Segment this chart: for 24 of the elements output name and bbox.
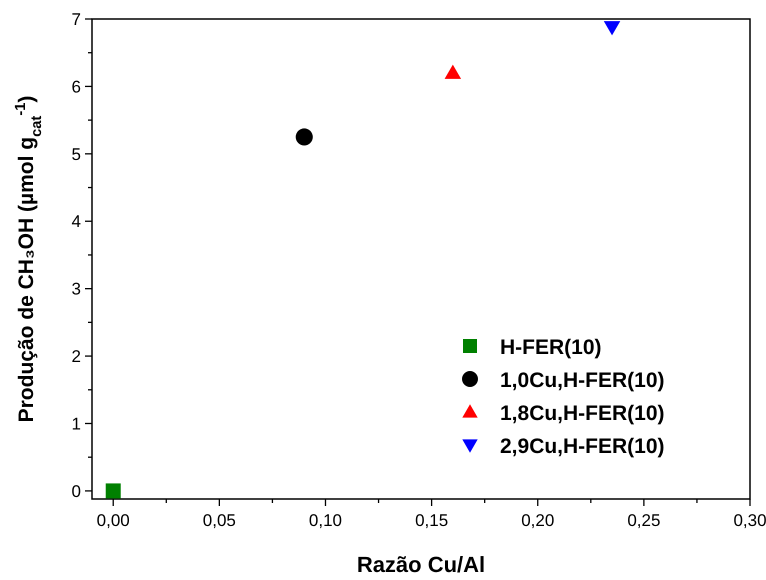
y-tick-label: 0 bbox=[72, 482, 81, 501]
legend-label: 1,8Cu,H-FER(10) bbox=[500, 402, 665, 425]
point bbox=[604, 21, 620, 36]
y-tick-label: 4 bbox=[72, 212, 81, 232]
x-axis-title: Razão Cu/Al bbox=[356, 552, 486, 577]
legend-label: 1,0Cu,H-FER(10) bbox=[500, 369, 665, 392]
y-tick-label: 7 bbox=[72, 10, 81, 29]
y-tick-label: 5 bbox=[72, 144, 81, 164]
point bbox=[444, 64, 462, 79]
legend-label: 2,9Cu,H-FER(10) bbox=[500, 435, 665, 458]
legend-label: H-FER(10) bbox=[500, 336, 602, 359]
y-tick-label: 6 bbox=[72, 77, 81, 96]
x-tick-label: 0,15 bbox=[415, 511, 448, 530]
x-tick-label: 0,25 bbox=[627, 511, 660, 530]
x-tick-label: 0,20 bbox=[521, 511, 554, 530]
y-tick-label: 2 bbox=[72, 347, 81, 366]
point bbox=[106, 483, 121, 498]
y-tick-label: 3 bbox=[72, 280, 81, 299]
x-tick-label: 0,00 bbox=[96, 511, 130, 530]
x-tick-label: 0,05 bbox=[202, 511, 236, 530]
x-tick-label: 0,30 bbox=[733, 511, 766, 530]
x-tick-label: 0,10 bbox=[308, 511, 342, 530]
y-tick-label: 1 bbox=[72, 414, 81, 434]
point bbox=[296, 128, 313, 146]
